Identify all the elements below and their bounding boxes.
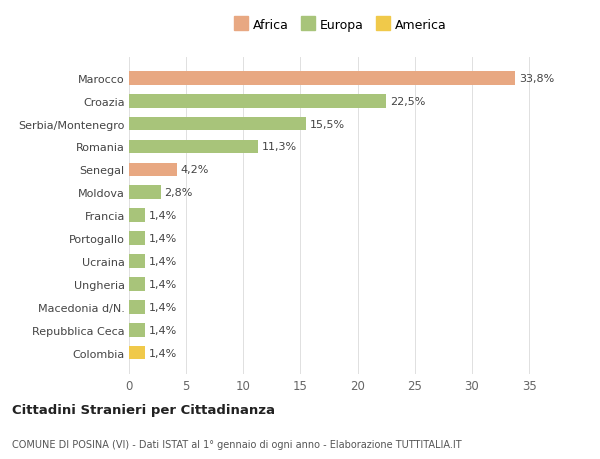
Text: 1,4%: 1,4% [148, 257, 176, 266]
Legend: Africa, Europa, America: Africa, Europa, America [234, 19, 447, 32]
Text: 1,4%: 1,4% [148, 325, 176, 335]
Bar [129, 118, 306, 131]
Text: 1,4%: 1,4% [148, 279, 176, 289]
Bar [129, 186, 161, 200]
Text: 15,5%: 15,5% [310, 119, 345, 129]
Text: COMUNE DI POSINA (VI) - Dati ISTAT al 1° gennaio di ogni anno - Elaborazione TUT: COMUNE DI POSINA (VI) - Dati ISTAT al 1°… [12, 440, 461, 449]
Bar [129, 277, 145, 291]
Text: 4,2%: 4,2% [181, 165, 209, 175]
Bar [129, 140, 258, 154]
Text: 1,4%: 1,4% [148, 348, 176, 358]
Text: 1,4%: 1,4% [148, 302, 176, 312]
Text: 1,4%: 1,4% [148, 211, 176, 221]
Text: 11,3%: 11,3% [262, 142, 297, 152]
Bar [129, 72, 515, 85]
Bar [129, 163, 177, 177]
Text: 33,8%: 33,8% [519, 73, 554, 84]
Text: 1,4%: 1,4% [148, 234, 176, 244]
Bar [129, 255, 145, 269]
Bar [129, 95, 386, 108]
Bar [129, 323, 145, 337]
Text: Cittadini Stranieri per Cittadinanza: Cittadini Stranieri per Cittadinanza [12, 403, 275, 416]
Bar [129, 300, 145, 314]
Bar [129, 209, 145, 223]
Text: 22,5%: 22,5% [389, 96, 425, 106]
Bar [129, 232, 145, 246]
Bar [129, 346, 145, 360]
Text: 2,8%: 2,8% [164, 188, 193, 198]
